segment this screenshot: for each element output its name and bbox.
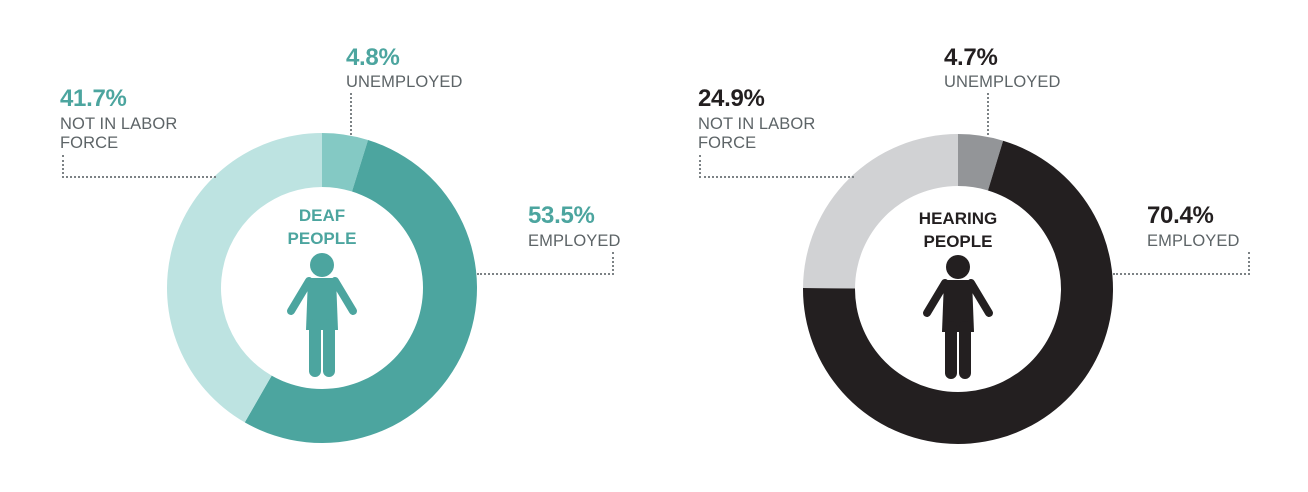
donut-segment-not-in-labor-force xyxy=(167,133,322,423)
deaf-title-line2: PEOPLE xyxy=(287,229,357,248)
hearing-nilf-label-line2: FORCE xyxy=(698,134,757,152)
deaf-people-chart: DEAF PEOPLE 41.7% NOT IN LABOR FORCE 4.8… xyxy=(60,44,621,443)
hearing-employed-label: EMPLOYED xyxy=(1147,232,1240,250)
hearing-unemployed-leader-line xyxy=(987,93,989,135)
deaf-nilf-label-line2: FORCE xyxy=(60,134,119,152)
hearing-nilf-leader-line xyxy=(699,155,854,178)
donut-segment-not-in-labor-force xyxy=(803,134,958,289)
donut-segment-unemployed xyxy=(958,134,1004,191)
donut-segment-employed xyxy=(802,140,1113,444)
person-icon xyxy=(923,255,993,379)
donut-segment-employed xyxy=(244,139,477,443)
hearing-nilf-label-line1: NOT IN LABOR xyxy=(698,115,816,133)
deaf-nilf-leader-line xyxy=(62,155,216,178)
hearing-title-line2: PEOPLE xyxy=(923,232,993,251)
deaf-center-title: DEAF PEOPLE xyxy=(252,204,392,250)
deaf-donut-segments xyxy=(167,133,477,443)
hearing-unemployed-percent: 4.7% xyxy=(944,44,998,71)
donut-segment-unemployed xyxy=(322,133,369,192)
hearing-unemployed-label: UNEMPLOYED xyxy=(944,73,1061,91)
hearing-title-line1: HEARING xyxy=(918,209,998,228)
hearing-employed-percent: 70.4% xyxy=(1147,202,1214,229)
deaf-unemployed-label: UNEMPLOYED xyxy=(346,73,463,91)
hearing-nilf-percent: 24.9% xyxy=(698,85,765,112)
hearing-employed-leader-line xyxy=(1113,252,1250,275)
deaf-unemployed-leader-line xyxy=(350,93,352,135)
deaf-employed-percent: 53.5% xyxy=(528,202,595,229)
deaf-nilf-percent: 41.7% xyxy=(60,85,127,112)
deaf-title-line1: DEAF xyxy=(298,206,346,225)
deaf-donut xyxy=(167,133,477,443)
deaf-nilf-label-line1: NOT IN LABOR xyxy=(60,115,178,133)
person-icon xyxy=(287,253,357,377)
deaf-unemployed-percent: 4.8% xyxy=(346,44,400,71)
hearing-center-title: HEARING PEOPLE xyxy=(888,207,1028,253)
hearing-donut-segments xyxy=(802,134,1113,444)
deaf-employed-label: EMPLOYED xyxy=(528,232,621,250)
deaf-employed-leader-line xyxy=(477,252,614,275)
